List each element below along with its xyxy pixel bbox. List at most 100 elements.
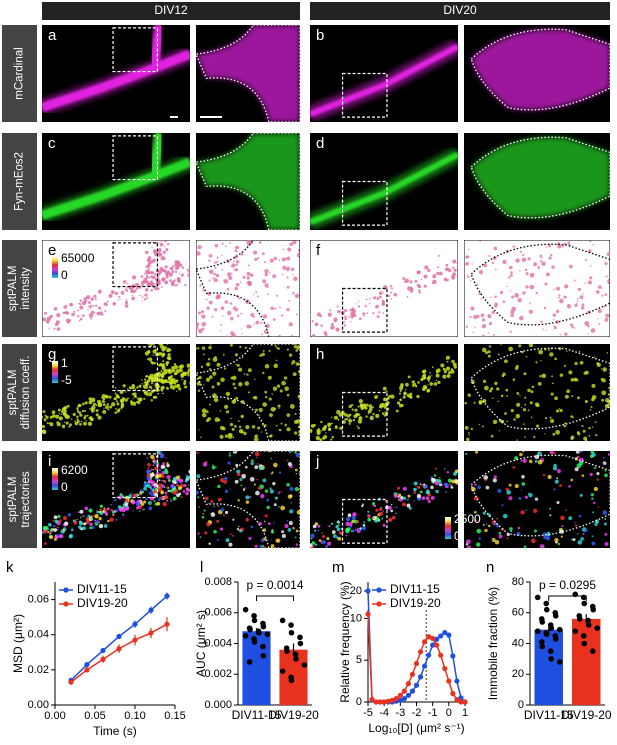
speckle	[132, 291, 135, 293]
speckle	[47, 530, 50, 533]
speckle	[173, 363, 177, 366]
speckle	[557, 542, 561, 546]
data-point	[148, 607, 154, 613]
speckle	[409, 392, 413, 396]
speckle	[293, 345, 298, 349]
x-tick-label: 0.05	[84, 710, 105, 722]
speckle	[256, 478, 259, 481]
panel-letter: e	[48, 242, 56, 259]
speckle	[182, 371, 187, 376]
speckle	[602, 456, 605, 459]
speckle	[376, 297, 379, 301]
speckle	[107, 408, 110, 411]
speckle	[258, 241, 262, 244]
speckle	[568, 370, 573, 375]
speckle	[169, 279, 171, 282]
y-tick-label: 0.06	[28, 593, 49, 605]
speckle	[87, 421, 93, 426]
speckle	[607, 278, 610, 284]
speckle	[414, 384, 418, 388]
speckle	[48, 327, 50, 330]
speckle	[549, 352, 554, 357]
speckle	[387, 294, 391, 298]
speckle	[138, 510, 141, 512]
row-label-box	[2, 344, 37, 441]
speckle	[529, 302, 532, 305]
speckle	[464, 425, 469, 430]
speckle	[148, 276, 151, 279]
speckle	[295, 529, 299, 533]
speckle	[221, 268, 224, 271]
speckle	[337, 309, 341, 314]
speckle	[214, 267, 217, 270]
speckle	[393, 493, 398, 498]
speckle	[60, 410, 64, 413]
speckle	[206, 362, 211, 367]
speckle	[81, 515, 84, 517]
speckle	[161, 474, 165, 479]
speckle	[127, 388, 129, 390]
speckle	[433, 382, 438, 386]
speckle	[279, 389, 283, 393]
speckle	[443, 370, 447, 374]
speckle	[351, 408, 354, 411]
speckle	[372, 412, 375, 416]
data-point	[552, 613, 559, 619]
data-point	[242, 633, 249, 639]
speckle	[335, 524, 339, 529]
speckle	[79, 527, 82, 530]
y-tick-label: 60	[512, 607, 524, 619]
colorbar	[52, 256, 58, 278]
speckle	[431, 282, 434, 285]
speckle	[244, 487, 246, 489]
speckle	[162, 355, 165, 357]
speckle	[141, 283, 144, 287]
speckle	[76, 407, 79, 410]
speckle	[528, 459, 533, 464]
speckle	[604, 541, 609, 546]
speckle	[540, 323, 542, 325]
speckle	[260, 321, 263, 325]
micrograph-content	[196, 451, 300, 548]
speckle	[570, 478, 574, 482]
speckle	[336, 520, 339, 524]
speckle	[232, 375, 237, 381]
speckle	[216, 381, 221, 386]
speckle	[502, 300, 506, 304]
speckle	[89, 306, 92, 309]
speckle	[574, 327, 577, 329]
speckle	[240, 414, 244, 419]
header-bar	[42, 2, 300, 20]
data-point	[405, 681, 412, 687]
speckle	[313, 424, 316, 427]
speckle	[231, 263, 236, 268]
speckle	[579, 451, 583, 453]
speckle	[506, 420, 509, 423]
speckle	[164, 240, 167, 243]
speckle	[193, 487, 196, 490]
speckle	[383, 397, 387, 402]
data-point	[538, 639, 545, 645]
speckle	[153, 462, 157, 465]
speckle	[316, 312, 322, 317]
speckle	[524, 495, 528, 499]
speckle	[232, 307, 235, 310]
speckle	[119, 298, 121, 300]
speckle	[171, 270, 175, 274]
speckle	[141, 505, 144, 507]
speckle	[331, 435, 334, 439]
speckle	[552, 432, 556, 436]
data-point	[572, 628, 579, 634]
speckle	[501, 504, 504, 507]
speckle	[451, 274, 455, 278]
speckle	[553, 326, 557, 330]
speckle	[439, 477, 441, 479]
speckle	[594, 421, 597, 424]
speckle	[276, 384, 281, 388]
speckle	[259, 354, 263, 357]
speckle	[288, 520, 293, 526]
speckle	[185, 475, 190, 480]
speckle	[319, 438, 323, 441]
speckle	[490, 387, 494, 391]
speckle	[424, 265, 429, 270]
